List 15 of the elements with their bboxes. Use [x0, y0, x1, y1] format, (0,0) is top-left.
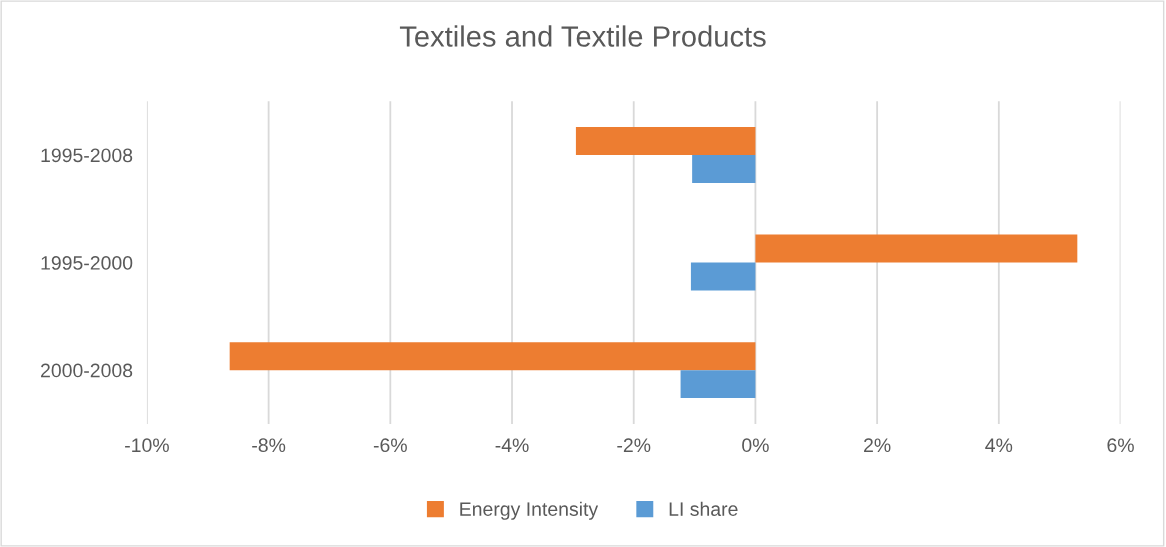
chart-title: Textiles and Textile Products: [399, 25, 766, 47]
y-tick-label: 1995-2000: [41, 256, 133, 270]
y-tick-label: 2000-2008: [41, 363, 133, 378]
x-tick-label: -4%: [495, 438, 529, 453]
x-tick-label: 6%: [1107, 438, 1134, 453]
x-tick-label: -6%: [373, 438, 407, 453]
x-tick-label: 2%: [864, 438, 891, 453]
x-tick-label: -2%: [617, 438, 651, 453]
legend-label: LI share: [669, 501, 738, 516]
x-tick-label: 4%: [985, 438, 1013, 453]
x-tick-label: -8%: [252, 438, 286, 453]
x-tick-label: 0%: [742, 438, 769, 453]
x-tick-label: -10%: [125, 438, 169, 453]
y-tick-label: 1995-2008: [41, 148, 133, 163]
legend-label: Energy Intensity: [460, 501, 599, 520]
